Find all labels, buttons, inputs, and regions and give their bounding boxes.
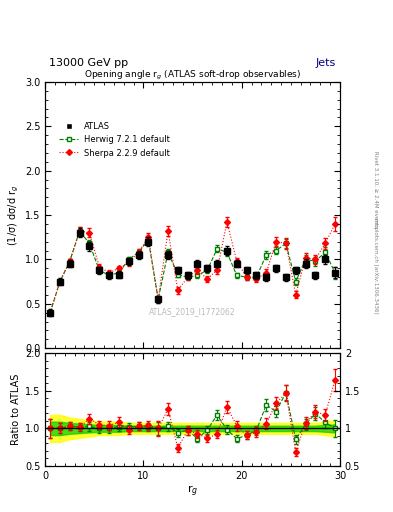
- Text: mcplots.cern.ch [arXiv:1306.3436]: mcplots.cern.ch [arXiv:1306.3436]: [373, 219, 378, 314]
- Title: Opening angle r$_g$ (ATLAS soft-drop observables): Opening angle r$_g$ (ATLAS soft-drop obs…: [84, 69, 301, 82]
- Y-axis label: (1/σ) dσ/d r$_g$: (1/σ) dσ/d r$_g$: [6, 184, 21, 246]
- X-axis label: r$_g$: r$_g$: [187, 483, 198, 499]
- Legend: ATLAS, Herwig 7.2.1 default, Sherpa 2.2.9 default: ATLAS, Herwig 7.2.1 default, Sherpa 2.2.…: [55, 118, 174, 162]
- Y-axis label: Ratio to ATLAS: Ratio to ATLAS: [11, 374, 21, 445]
- Text: Jets: Jets: [316, 58, 336, 69]
- Text: ATLAS_2019_I1772062: ATLAS_2019_I1772062: [149, 307, 236, 316]
- Text: Rivet 3.1.10, ≥ 2.4M events: Rivet 3.1.10, ≥ 2.4M events: [373, 151, 378, 228]
- Text: 13000 GeV pp: 13000 GeV pp: [49, 58, 128, 69]
